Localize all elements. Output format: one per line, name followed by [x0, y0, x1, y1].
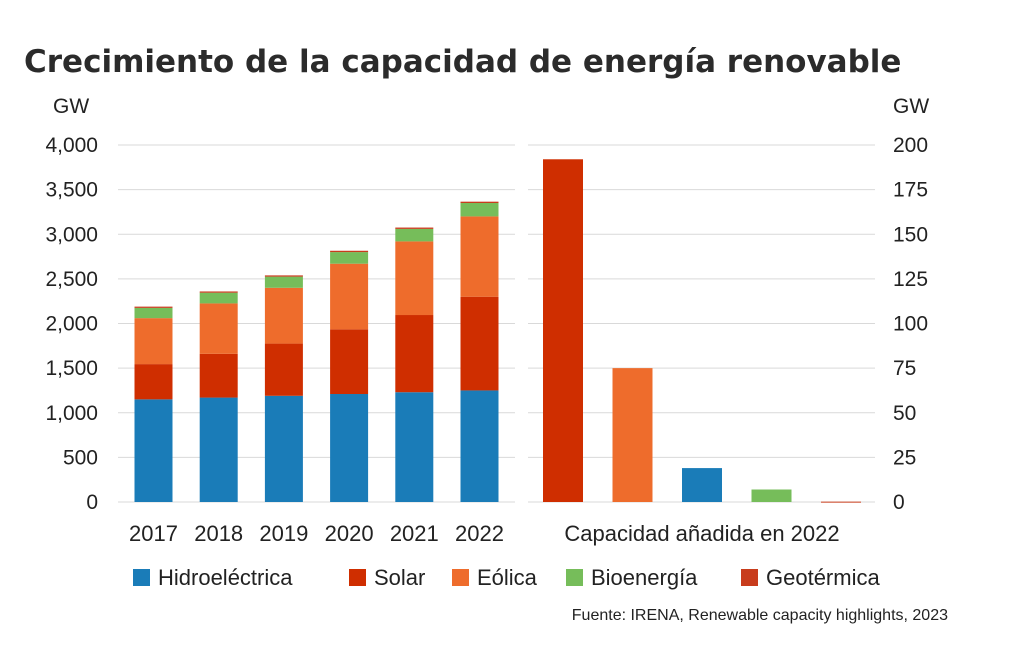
bar-segment-2021-bioenergía [395, 228, 434, 242]
left-y-tick-label: 1,500 [45, 357, 98, 380]
added-bar-eólica [612, 368, 653, 502]
bar-segment-2018-geotérmica [199, 291, 238, 293]
right-y-axis-ticks: 0 25 50 75 100 125 150 175 200 [893, 134, 928, 514]
right-y-tick-label: 25 [893, 446, 916, 469]
bar-segment-2021-eólica [395, 241, 434, 316]
bar-segment-2021-geotérmica [395, 227, 434, 229]
year-x-axis-ticks: 2017 2018 2019 2020 2021 2022 [129, 521, 504, 546]
x-tick-2017: 2017 [129, 521, 178, 546]
left-y-tick-label: 0 [86, 491, 98, 514]
bar-segment-2020-hidroeléctrica [330, 394, 369, 502]
gridlines [118, 144, 875, 503]
right-y-tick-label: 75 [893, 357, 916, 380]
legend-swatch [566, 569, 583, 586]
right-x-axis-label: Capacidad añadida en 2022 [564, 521, 839, 546]
right-y-tick-label: 125 [893, 268, 928, 291]
left-y-tick-label: 500 [63, 446, 98, 469]
added-bar-hidroeléctrica [682, 468, 722, 502]
bar-segment-2018-eólica [199, 303, 238, 354]
legend-item-solar: Solar [349, 565, 425, 590]
legend-label: Bioenergía [591, 565, 698, 590]
left-y-tick-label: 1,000 [45, 402, 98, 425]
bar-segment-2022-geotérmica [460, 201, 499, 204]
x-tick-2018: 2018 [194, 521, 243, 546]
legend-swatch [452, 569, 469, 586]
bar-segment-2021-hidroeléctrica [395, 392, 434, 502]
x-tick-2022: 2022 [455, 521, 504, 546]
added-bar-solar [543, 159, 583, 502]
bar-segment-2017-solar [134, 364, 173, 400]
legend: Hidroeléctrica Solar Eólica Bioenergía Geoté… [133, 565, 880, 590]
legend-item-hidroeléctrica: Hidroeléctrica [133, 565, 293, 590]
source-note: Fuente: IRENA, Renewable capacity highli… [572, 607, 948, 624]
x-tick-2020: 2020 [325, 521, 374, 546]
bar-segment-2021-solar [395, 315, 434, 393]
stacked-bars-by-year [134, 201, 499, 502]
added-bar-geotérmica [821, 501, 861, 503]
legend-label: Solar [374, 565, 425, 590]
left-y-tick-label: 3,000 [45, 223, 98, 246]
bar-segment-2019-eólica [264, 287, 303, 344]
right-y-tick-label: 100 [893, 313, 928, 336]
legend-label: Eólica [477, 565, 538, 590]
legend-item-eólica: Eólica [452, 565, 538, 590]
bar-segment-2019-hidroeléctrica [264, 395, 303, 502]
bar-segment-2022-bioenergía [460, 203, 499, 217]
left-y-axis-ticks: 0 500 1,000 1,500 2,000 2,500 3,000 3,500 4,000 [45, 134, 98, 514]
bar-segment-2017-hidroeléctrica [134, 399, 173, 502]
bar-segment-2018-hidroeléctrica [199, 397, 238, 502]
legend-item-bioenergía: Bioenergía [566, 565, 698, 590]
legend-swatch [133, 569, 150, 586]
right-y-tick-label: 0 [893, 491, 905, 514]
added-bar-bioenergía [751, 489, 792, 502]
bar-segment-2020-solar [330, 329, 369, 395]
left-y-tick-label: 3,500 [45, 179, 98, 202]
legend-label: Geotérmica [766, 565, 880, 590]
left-y-tick-label: 4,000 [45, 134, 98, 157]
bar-segment-2017-eólica [134, 318, 173, 365]
left-y-unit-label: GW [53, 95, 89, 118]
bar-segment-2017-bioenergía [134, 307, 173, 319]
chart-title: Crecimiento de la capacidad de energía r… [24, 44, 901, 80]
right-y-tick-label: 200 [893, 134, 928, 157]
right-y-tick-label: 175 [893, 179, 928, 202]
bar-segment-2020-eólica [330, 263, 369, 330]
bar-segment-2022-hidroeléctrica [460, 390, 499, 502]
legend-swatch [741, 569, 758, 586]
bar-segment-2019-geotérmica [264, 275, 303, 277]
bar-segment-2019-bioenergía [264, 276, 303, 288]
bar-segment-2020-bioenergía [330, 252, 369, 264]
right-y-unit-label: GW [893, 95, 929, 118]
x-tick-2021: 2021 [390, 521, 439, 546]
right-y-tick-label: 150 [893, 223, 928, 246]
bar-segment-2018-bioenergía [199, 292, 238, 304]
legend-label: Hidroeléctrica [158, 565, 293, 590]
left-y-tick-label: 2,000 [45, 313, 98, 336]
bar-segment-2022-solar [460, 296, 499, 391]
bar-segment-2018-solar [199, 353, 238, 398]
left-y-tick-label: 2,500 [45, 268, 98, 291]
bar-segment-2020-geotérmica [330, 250, 369, 253]
legend-item-geotérmica: Geotérmica [741, 565, 880, 590]
added-capacity-bars [543, 159, 861, 503]
legend-swatch [349, 569, 366, 586]
bar-segment-2022-eólica [460, 216, 499, 297]
x-tick-2019: 2019 [259, 521, 308, 546]
right-y-tick-label: 50 [893, 402, 916, 425]
bar-segment-2019-solar [264, 343, 303, 396]
bar-segment-2017-geotérmica [134, 306, 173, 308]
